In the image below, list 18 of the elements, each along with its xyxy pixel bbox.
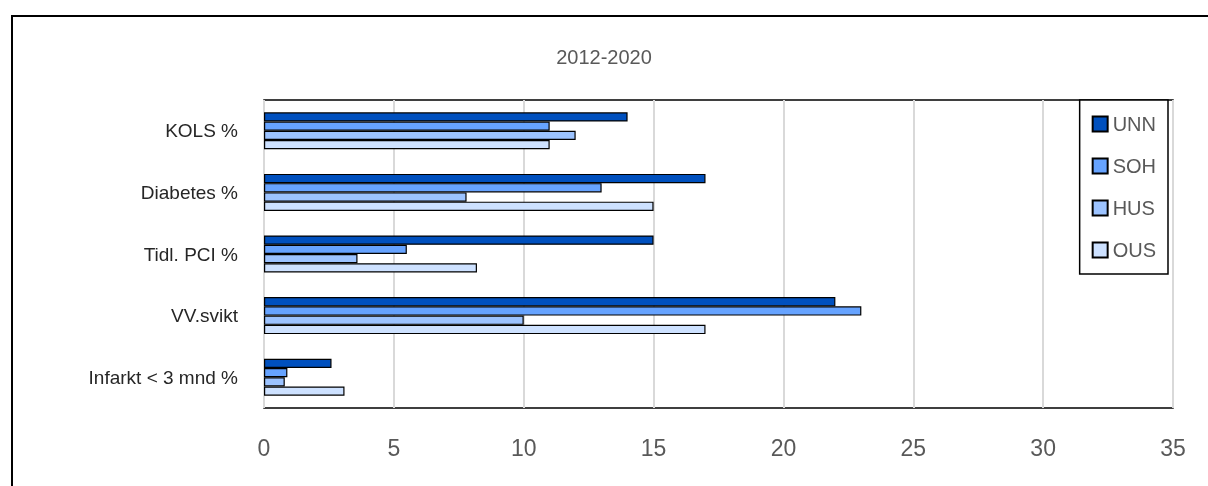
legend-label: HUS [1112,197,1155,219]
x-tick-label: 35 [1160,434,1186,461]
x-tick-label: 30 [1030,434,1056,461]
x-tick-label: 20 [770,434,797,461]
legend-label: OUS [1112,239,1156,261]
y-tick-label: VV.svikt [171,305,239,327]
chart-title: 2012-2020 [556,46,652,68]
y-tick-label: Tidl. PCI % [143,243,239,265]
y-tick-label: Infarkt < 3 mnd % [88,366,239,388]
legend-label: UNN [1112,113,1156,135]
y-tick-label: Diabetes % [140,181,239,203]
legend-label: SOH [1112,155,1156,177]
y-tick-label: KOLS % [165,120,239,142]
x-tick-label: 10 [510,434,537,461]
x-tick-label: 15 [640,434,667,461]
x-tick-label: 5 [387,434,401,461]
x-tick-label: 25 [900,434,927,461]
x-tick-label: 0 [257,434,271,461]
